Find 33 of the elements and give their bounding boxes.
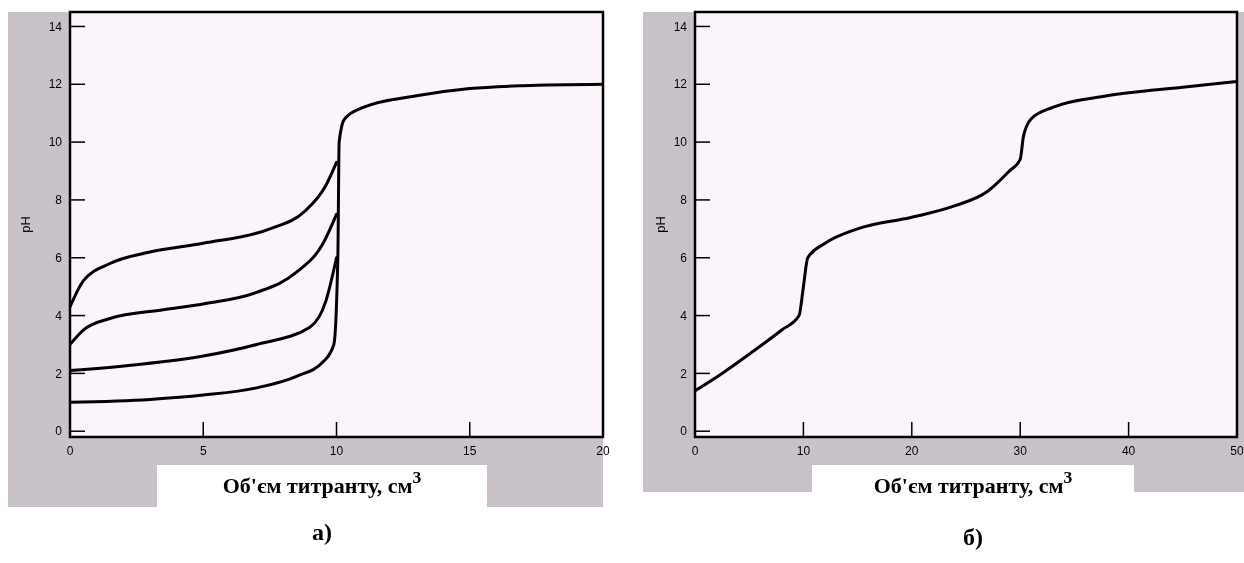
text: а) [312, 519, 332, 545]
y-tick-label: 4 [680, 308, 688, 323]
x-tick-label: 20 [596, 444, 610, 458]
x-tick-label: 5 [199, 444, 207, 458]
x-tick-label: 40 [1121, 444, 1136, 458]
x-tick-label: 10 [329, 444, 344, 458]
y-tick-label: 10 [673, 135, 688, 150]
x-tick-label: 20 [905, 444, 919, 458]
text: б) [963, 524, 983, 550]
y-axis-title: pH [653, 216, 668, 233]
x-tick-label: 0 [66, 444, 74, 458]
x-axis-title: Об'єм титранту, см$^{3}$ [222, 467, 422, 498]
y-tick-label: 10 [48, 135, 63, 150]
y-tick-label: 2 [55, 366, 63, 381]
x-tick-label: 0 [691, 444, 699, 458]
y-tick-label: 2 [680, 366, 688, 381]
x-axis-title: Об'єм титранту, см$^{3}$ [873, 467, 1073, 498]
y-tick-label: 12 [48, 77, 63, 92]
y-tick-label: 4 [55, 308, 63, 323]
x-tick-label: 50 [1230, 444, 1244, 458]
y-tick-label: 6 [680, 250, 688, 265]
y-tick-label: 8 [680, 193, 688, 208]
y-tick-label: 0 [55, 424, 63, 439]
y-tick-label: 12 [673, 77, 688, 92]
y-tick-label: 14 [673, 19, 688, 34]
y-tick-label: 8 [55, 193, 63, 208]
x-tick-label: 15 [463, 444, 477, 458]
y-tick-label: 6 [55, 250, 63, 265]
y-tick-label: 14 [48, 19, 63, 34]
x-tick-label: 10 [796, 444, 811, 458]
y-axis-title: pH [18, 216, 33, 233]
x-tick-label: 30 [1013, 444, 1028, 458]
y-tick-label: 0 [680, 424, 688, 439]
